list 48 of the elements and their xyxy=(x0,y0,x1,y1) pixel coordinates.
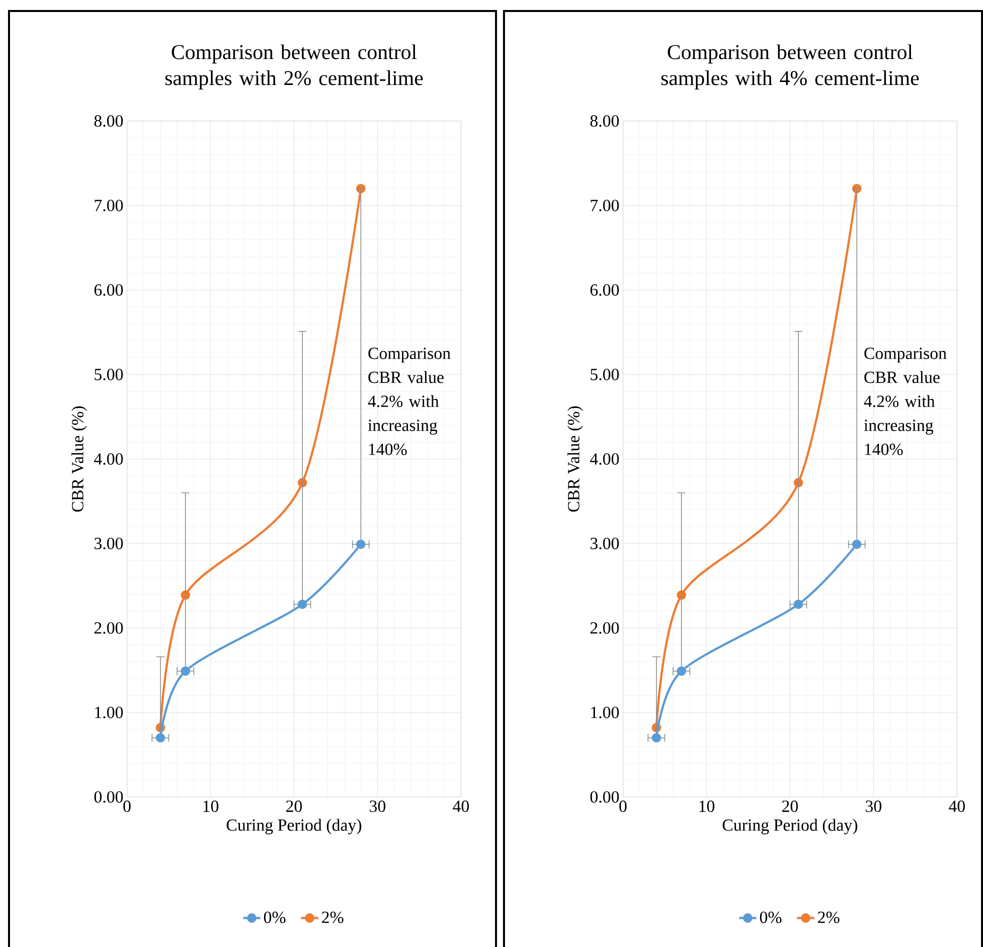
chart-title: Comparison between control samples with 4% cement-lime xyxy=(661,44,919,90)
point xyxy=(156,733,166,743)
legend-label: 0% xyxy=(760,912,782,924)
y-tick-label: 1.00 xyxy=(95,706,123,718)
x-tick-label: 20 xyxy=(782,800,798,812)
point xyxy=(794,600,804,610)
y-tick-label: 3.00 xyxy=(590,538,619,550)
x-axis-title: Curing Period (day) xyxy=(722,818,858,834)
y-tick-label: 8.00 xyxy=(94,115,123,127)
y-tick-label: 2.00 xyxy=(590,622,619,634)
point xyxy=(356,540,366,550)
y-tick-label: 2.00 xyxy=(94,622,123,634)
y-tick-label: 8.00 xyxy=(590,115,619,127)
x-tick-label: 30 xyxy=(866,800,882,812)
y-tick-label: 1.00 xyxy=(591,706,619,718)
x-tick-label: 10 xyxy=(203,800,218,812)
y-tick-label: 4.00 xyxy=(94,453,123,465)
y-tick-label: 7.00 xyxy=(94,200,123,212)
x-axis-title: Curing Period (day) xyxy=(226,818,362,834)
chart-title: Comparison between control samples with 2% cement-lime xyxy=(165,44,423,90)
legend-label: 2% xyxy=(322,912,344,924)
point xyxy=(852,540,862,550)
x-tick-label: 40 xyxy=(948,800,965,812)
point xyxy=(298,600,308,610)
x-tick-label: 0 xyxy=(123,800,131,812)
y-tick-label: 5.00 xyxy=(94,368,123,380)
x-tick-label: 20 xyxy=(286,800,302,812)
legend-label: 0% xyxy=(264,912,286,924)
y-tick-label: 5.00 xyxy=(590,368,619,380)
y-tick-label: 7.00 xyxy=(590,200,619,212)
y-axis-title: CBR Value (%) xyxy=(71,406,87,512)
x-tick-label: 10 xyxy=(699,800,714,812)
point xyxy=(652,733,662,743)
x-tick-label: 0 xyxy=(619,800,627,812)
legend-label: 2% xyxy=(818,912,840,924)
y-tick-label: 0.00 xyxy=(590,791,619,803)
y-tick-label: 6.00 xyxy=(94,284,123,296)
y-tick-label: 6.00 xyxy=(590,284,619,296)
point xyxy=(180,666,190,676)
annotation: Comparison CBR value 4.2% with increasing 140% xyxy=(368,348,451,456)
y-axis-title: CBR Value (%) xyxy=(567,406,583,512)
x-tick-label: 30 xyxy=(370,800,386,812)
x-tick-label: 40 xyxy=(452,800,469,812)
y-tick-label: 4.00 xyxy=(590,453,619,465)
y-tick-label: 0.00 xyxy=(94,791,123,803)
y-tick-label: 3.00 xyxy=(94,538,123,550)
annotation: Comparison CBR value 4.2% with increasing 140% xyxy=(864,348,947,456)
point xyxy=(676,666,686,676)
